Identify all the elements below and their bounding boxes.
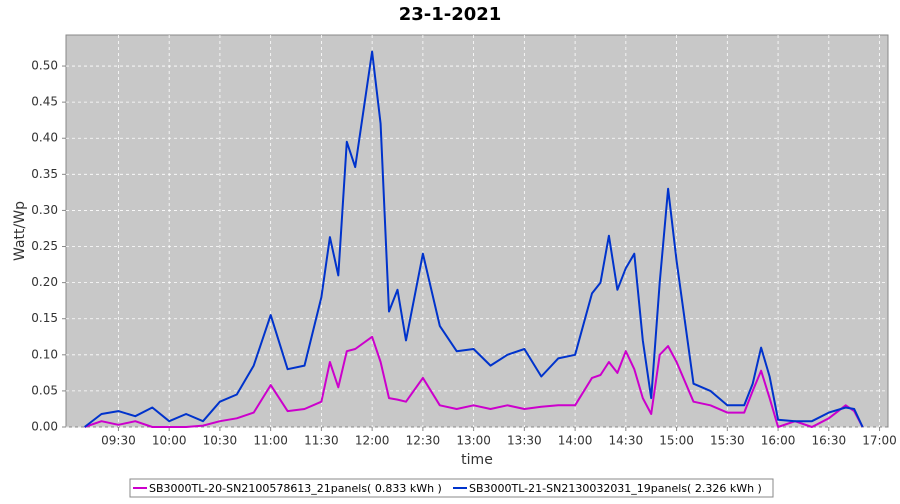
plot-area xyxy=(65,34,889,428)
x-tick-label: 15:00 xyxy=(659,434,694,448)
x-tick-label: 11:30 xyxy=(304,434,339,448)
series-line xyxy=(83,50,864,428)
y-tick-label: 0.40 xyxy=(31,131,58,145)
x-tick-label: 14:30 xyxy=(609,434,644,448)
x-tick-label: 14:00 xyxy=(558,434,593,448)
x-tick-label: 12:30 xyxy=(406,434,441,448)
x-tick-label: 10:30 xyxy=(203,434,238,448)
x-tick-label: 16:30 xyxy=(812,434,847,448)
x-tick-label: 16:00 xyxy=(761,434,796,448)
x-axis-label: time xyxy=(461,452,493,468)
x-tick-label: 15:30 xyxy=(710,434,745,448)
chart-title: 23-1-2021 xyxy=(399,4,502,25)
y-axis-label: Watt/Wp xyxy=(12,201,28,261)
x-tick-label: 13:30 xyxy=(507,434,542,448)
x-tick-label: 17:00 xyxy=(862,434,897,448)
y-tick-label: 0.05 xyxy=(31,383,58,397)
y-tick-label: 0.25 xyxy=(31,239,58,253)
x-tick-label: 09:30 xyxy=(101,434,136,448)
y-tick-label: 0.30 xyxy=(31,203,58,217)
x-tick-label: 11:00 xyxy=(253,434,288,448)
x-tick-label: 13:00 xyxy=(456,434,491,448)
y-tick-label: 0.15 xyxy=(31,311,58,325)
y-tick-label: 0.10 xyxy=(31,347,58,361)
x-tick-label: 10:00 xyxy=(152,434,187,448)
series-line xyxy=(84,335,864,428)
y-tick-label: 0.45 xyxy=(31,95,58,109)
y-tick-label: 0.35 xyxy=(31,167,58,181)
y-tick-label: 0.50 xyxy=(31,59,58,73)
x-tick-label: 12:00 xyxy=(355,434,390,448)
legend-label: SB3000TL-21-SN2130032031_19panels( 2.326… xyxy=(469,482,762,495)
y-tick-label: 0.00 xyxy=(31,420,58,434)
legend-label: SB3000TL-20-SN2100578613_21panels( 0.833… xyxy=(149,482,442,495)
legend xyxy=(129,478,774,498)
y-tick-label: 0.20 xyxy=(31,275,58,289)
